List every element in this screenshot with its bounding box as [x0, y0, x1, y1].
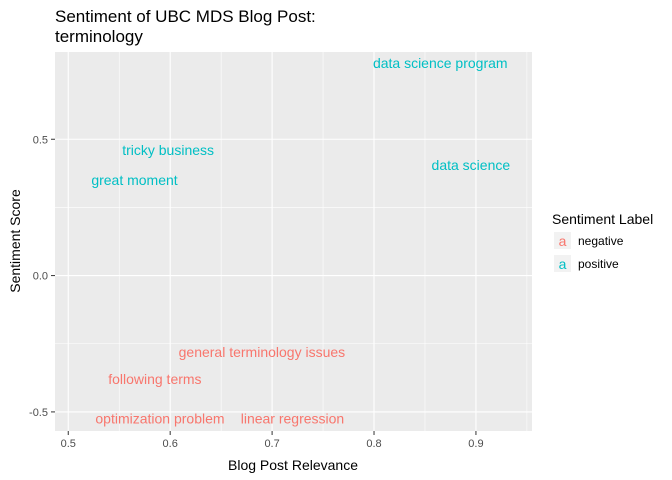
axis-ticks: 0.5 0.6 0.7 0.8 0.9 -0.5 0.0 0.5 — [29, 134, 484, 450]
grid — [55, 52, 532, 431]
x-tick-label: 0.5 — [61, 438, 76, 450]
chart-title-line-2: terminology — [55, 27, 143, 46]
legend-key-negative — [554, 232, 571, 249]
data-label-data-science: data science — [432, 157, 511, 173]
data-label-general-terminology-issues: general terminology issues — [179, 344, 346, 360]
chart-title-line-1: Sentiment of UBC MDS Blog Post: — [55, 7, 316, 26]
data-label-great-moment: great moment — [91, 172, 177, 188]
legend-key-positive — [554, 255, 571, 272]
legend-title: Sentiment Label — [552, 211, 653, 227]
y-axis-title: Sentiment Score — [7, 189, 23, 293]
data-label-data-science-program: data science program — [373, 55, 508, 71]
y-tick-label: 0.5 — [33, 134, 48, 146]
x-axis-title: Blog Post Relevance — [228, 457, 358, 473]
y-tick-label: -0.5 — [29, 407, 48, 419]
data-label-linear-regression: linear regression — [241, 411, 345, 427]
x-tick-label: 0.9 — [468, 438, 483, 450]
legend-label-positive: positive — [578, 257, 619, 271]
legend: Sentiment Label a negative a positive — [552, 211, 653, 272]
x-tick-label: 0.8 — [366, 438, 381, 450]
x-tick-label: 0.6 — [163, 438, 178, 450]
legend-label-negative: negative — [578, 234, 624, 248]
plot-panel — [55, 52, 532, 431]
data-label-following-terms: following terms — [108, 371, 201, 387]
data-label-tricky-business: tricky business — [122, 142, 214, 158]
data-labels: data science program tricky business great… — [91, 55, 510, 427]
legend-glyph-positive: a — [559, 256, 567, 272]
legend-glyph-negative: a — [559, 233, 567, 249]
y-tick-label: 0.0 — [33, 271, 48, 283]
data-label-optimization-problem: optimization problem — [95, 411, 224, 427]
x-tick-label: 0.7 — [264, 438, 279, 450]
